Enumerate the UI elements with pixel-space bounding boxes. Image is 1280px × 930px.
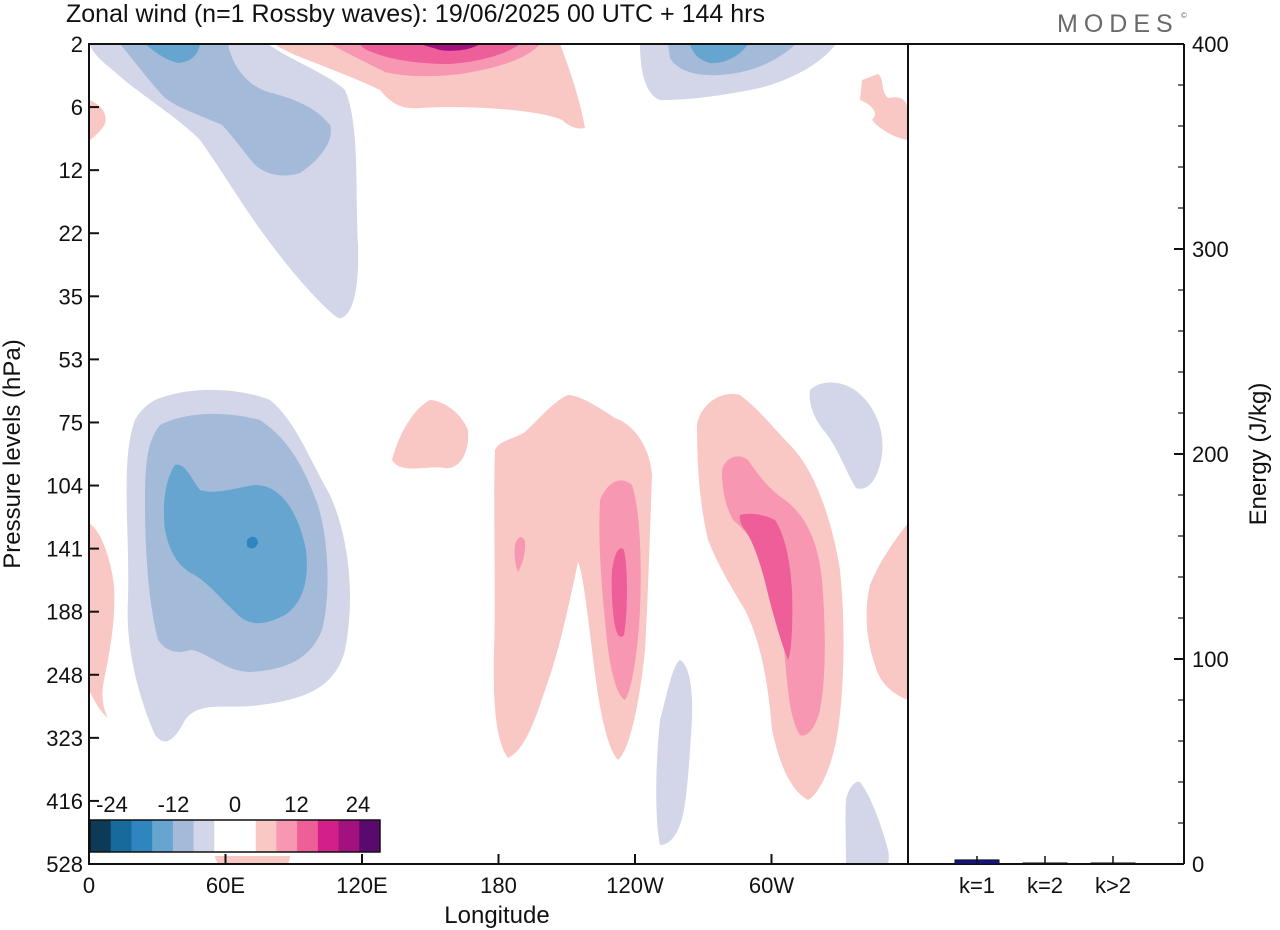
colorbar-label: 0 (229, 792, 241, 817)
colorbar-swatch (235, 820, 257, 852)
energy-category-label: k>2 (1095, 873, 1131, 898)
energy-axis-label: Energy (J/kg) (1245, 383, 1272, 526)
contour-map (90, 44, 908, 864)
energy-tick-label: 0 (1192, 852, 1204, 877)
colorbar-swatch (317, 820, 340, 852)
colorbar: -24 -12 0 12 24 (89, 792, 381, 853)
colorbar-swatch (90, 820, 112, 852)
energy-tick-label: 400 (1192, 32, 1229, 57)
y-tick-label: 323 (46, 726, 83, 751)
x-tick-label: 180 (480, 873, 517, 898)
colorbar-swatch (338, 820, 360, 852)
positive-region (739, 513, 793, 660)
y-tick-label: 248 (46, 663, 83, 688)
positive-region (420, 44, 480, 51)
energy-bars: k=1 k=2 k>2 (954, 856, 1136, 898)
positive-region (611, 548, 627, 637)
colorbar-swatch (255, 820, 277, 852)
colorbar-label: 12 (284, 792, 308, 817)
x-tick-label: 120E (336, 873, 387, 898)
energy-category-label: k=2 (1027, 873, 1063, 898)
negative-region (809, 382, 883, 489)
positive-region (392, 400, 469, 469)
colorbar-swatch (297, 820, 319, 852)
colorbar-swatch (131, 820, 153, 852)
positive-region (866, 523, 908, 700)
brand-logo: MODES (1057, 10, 1179, 38)
energy-axis: 0 100 200 300 400 (1174, 32, 1229, 877)
negative-region (145, 44, 200, 63)
colorbar-label: -12 (158, 792, 190, 817)
y-tick-label: 141 (46, 537, 83, 562)
energy-tick-label: 200 (1192, 442, 1229, 467)
negative-region (845, 781, 889, 864)
colorbar-swatch (359, 820, 381, 852)
colorbar-swatch (193, 820, 215, 852)
brand-mark: © (1181, 11, 1187, 20)
positive-region (860, 74, 908, 140)
positive-region (90, 524, 115, 718)
x-axis-label: Longitude (444, 902, 549, 929)
y-axis-label: Pressure levels (hPa) (0, 339, 26, 568)
y-tick-label: 6 (71, 95, 83, 120)
energy-tick-label: 300 (1192, 237, 1229, 262)
positive-region (275, 44, 585, 129)
negative-region (247, 536, 258, 549)
positive-region (215, 856, 290, 864)
y-tick-label: 188 (46, 600, 83, 625)
colorbar-frame (89, 819, 381, 853)
colorbar-label: -24 (96, 792, 128, 817)
x-tick-label: 0 (83, 873, 95, 898)
y-tick-label: 35 (59, 284, 83, 309)
negative-region (163, 464, 307, 624)
negative-region (120, 44, 331, 176)
y-tick-label: 104 (46, 474, 83, 499)
chart-title: Zonal wind (n=1 Rossby waves): 19/06/202… (66, 0, 765, 28)
pressure-axis: 2 6 12 22 35 53 75 104 141 188 248 323 416 528 (46, 32, 99, 877)
y-tick-label: 22 (59, 221, 83, 246)
y-tick-label: 2 (71, 32, 83, 57)
positive-region (90, 100, 106, 140)
colorbar-swatch (110, 820, 132, 852)
y-tick-label: 12 (59, 158, 83, 183)
negative-region (690, 44, 748, 64)
positive-region (360, 44, 520, 64)
y-tick-label: 416 (46, 789, 83, 814)
colorbar-swatch (214, 820, 236, 852)
x-tick-label: 60W (749, 873, 794, 898)
x-tick-label: 60E (206, 873, 245, 898)
colorbar-label: 24 (346, 792, 370, 817)
x-tick-label: 120W (606, 873, 664, 898)
energy-tick-label: 100 (1192, 647, 1229, 672)
y-tick-label: 53 (59, 347, 83, 372)
longitude-axis: 0 60E 120E 180 120W 60W (83, 854, 794, 898)
negative-region (656, 660, 693, 845)
energy-category-label: k=1 (959, 873, 995, 898)
colorbar-swatch (172, 820, 195, 852)
y-tick-label: 528 (46, 852, 83, 877)
colorbar-swatch (152, 820, 174, 852)
y-tick-label: 75 (59, 410, 83, 435)
positive-region (514, 537, 526, 572)
colorbar-swatch (276, 820, 298, 852)
